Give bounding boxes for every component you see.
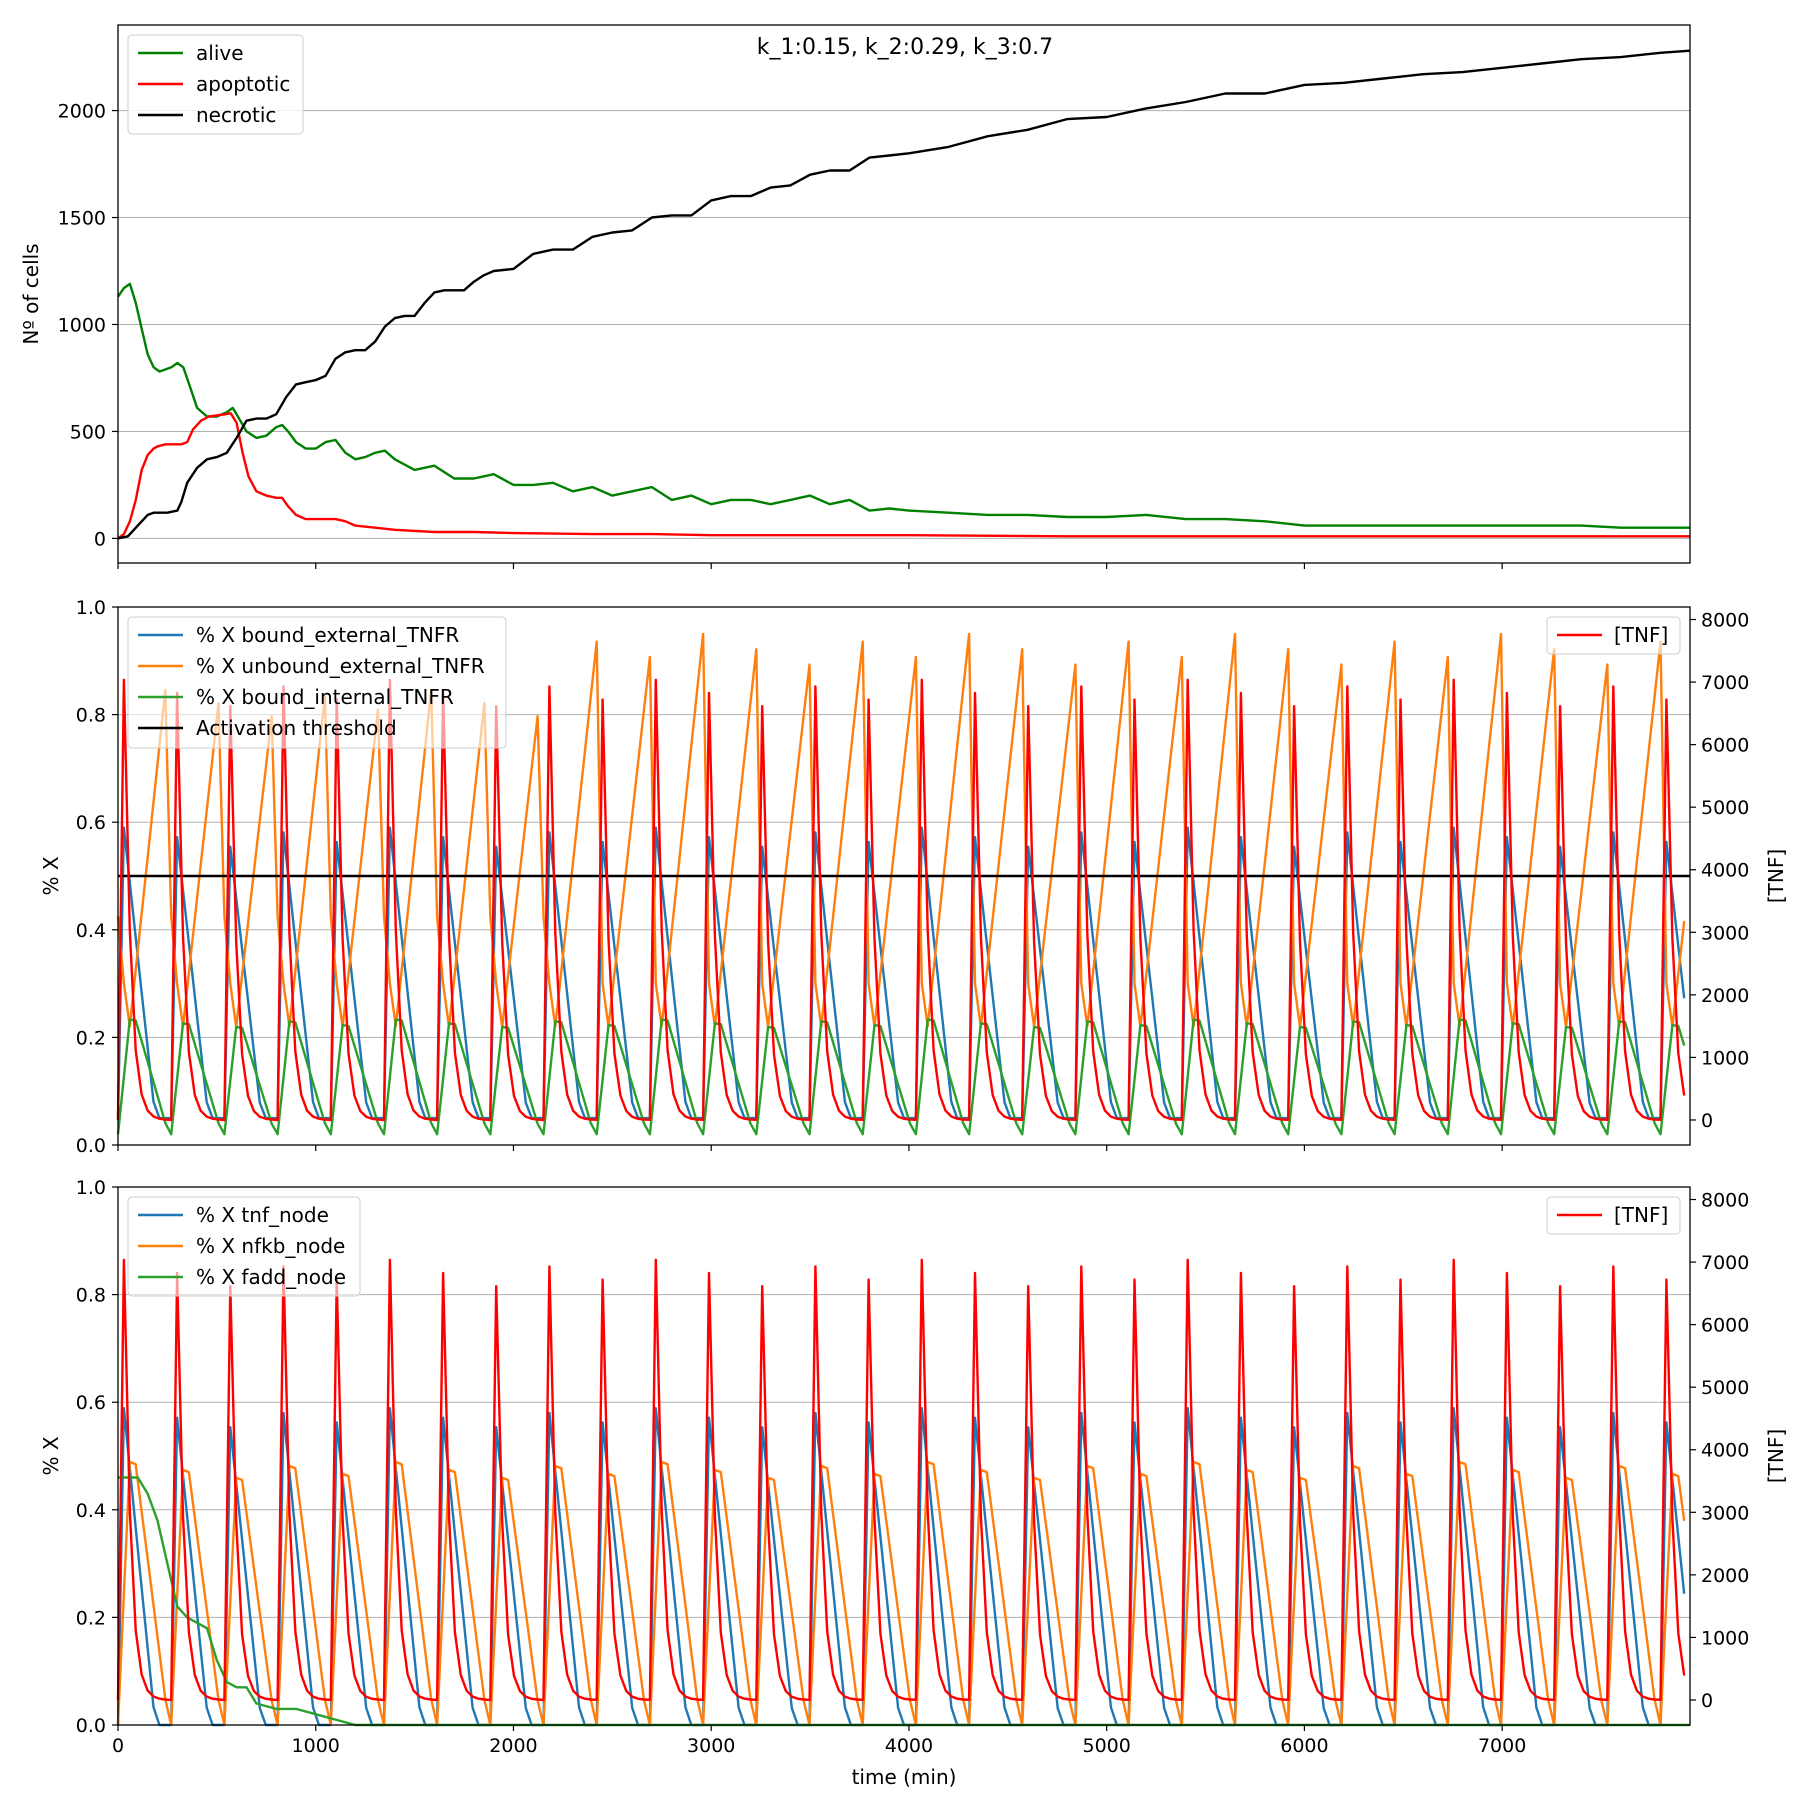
- y2-tick-label: 8000: [1701, 1190, 1749, 1212]
- series-right-line-0: [116, 1258, 1686, 1702]
- x-tick-label: 5000: [1082, 1735, 1130, 1757]
- y-tick-label: 1500: [58, 208, 106, 230]
- legend-label-tnf-node: % X tnf_node: [196, 1203, 329, 1227]
- panel-receptors: 0.0 0.2 0.4 0.6 0.8 1.0 0 1000 2000 3000 4000 5000…: [39, 597, 1788, 1157]
- legend-label-nfkb-node: % X nfkb_node: [196, 1234, 345, 1258]
- y-axis-label-cells: Nº of cells: [19, 243, 43, 344]
- y-tick-label: 0.4: [76, 920, 106, 942]
- series-line-2: [116, 1018, 1686, 1136]
- legend-label-fadd-node: % X fadd_node: [196, 1265, 346, 1289]
- y2-axis-label-receptors: [TNF]: [1764, 849, 1788, 903]
- y-axis-label-receptors: % X: [39, 856, 63, 895]
- y2-tick-label: 2000: [1701, 1565, 1749, 1587]
- panel-nodes-frame: [117, 1186, 1691, 1726]
- panel-receptors-frame: [117, 606, 1691, 1146]
- y2-tick-label: 7000: [1701, 1252, 1749, 1274]
- panel-cells: 0 500 1000 1500 2000 k_1:0.15, k_2:0.29, k_3…: [19, 24, 1691, 569]
- series-line-0: [116, 826, 1686, 1120]
- legend-label-apoptotic: apoptotic: [196, 72, 290, 96]
- legend-nodes: % X tnf_node % X nfkb_node % X fadd_node: [127, 1196, 361, 1297]
- y-tick-label: 0: [94, 528, 106, 550]
- panel-cells-frame: [117, 24, 1691, 564]
- series-line-2: [118, 1476, 1690, 1727]
- x-tick-label: 2000: [489, 1735, 537, 1757]
- y2-tick-label: 1000: [1701, 1627, 1749, 1649]
- y-tick-label: 0.8: [76, 705, 106, 727]
- y2-tick-label: 3000: [1701, 922, 1749, 944]
- legend-receptors: % X bound_external_TNFR % X unbound_exte…: [127, 616, 507, 749]
- legend-label-necrotic: necrotic: [196, 103, 276, 127]
- y-tick-label: 0.2: [76, 1027, 106, 1049]
- series-line-1: [116, 1460, 1686, 1727]
- x-tick-label: 1000: [292, 1735, 340, 1757]
- chart-title: k_1:0.15, k_2:0.29, k_3:0.7: [757, 35, 1053, 60]
- legend-tnf-receptors: [TNF]: [1546, 616, 1681, 655]
- y-tick-label: 0.8: [76, 1285, 106, 1307]
- y2-tick-label: 5000: [1701, 797, 1749, 819]
- y2-axis-label-nodes: [TNF]: [1764, 1429, 1788, 1483]
- y-tick-label: 0.0: [76, 1715, 106, 1737]
- y2-tick-label: 1000: [1701, 1047, 1749, 1069]
- y2-tick-label: 3000: [1701, 1502, 1749, 1524]
- y2-tick-label: 6000: [1701, 1315, 1749, 1337]
- legend-label-activation-threshold: Activation threshold: [196, 716, 397, 740]
- legend-tnf-nodes: [TNF]: [1546, 1196, 1681, 1235]
- y-tick-label: 0.6: [76, 812, 106, 834]
- x-tick-label: 3000: [687, 1735, 735, 1757]
- y2-tick-label: 6000: [1701, 735, 1749, 757]
- y2-tick-label: 7000: [1701, 672, 1749, 694]
- x-tick-label: 4000: [885, 1735, 933, 1757]
- legend-label-bound-internal: % X bound_internal_TNFR: [196, 685, 454, 709]
- series-line-2: [117, 49, 1691, 540]
- panel-nodes: 0.0 0.2 0.4 0.6 0.8 1.0 0 1000 2000 3000 4000 5000…: [39, 1177, 1788, 1789]
- series-line-0: [117, 282, 1690, 529]
- y-tick-label: 0.0: [76, 1135, 106, 1157]
- x-tick-label: 6000: [1280, 1735, 1328, 1757]
- y2-tick-label: 5000: [1701, 1377, 1749, 1399]
- y-tick-label: 500: [70, 421, 106, 443]
- y-axis-label-nodes: % X: [39, 1436, 63, 1475]
- x-axis-label: time (min): [852, 1765, 957, 1789]
- y2-tick-label: 4000: [1701, 1440, 1749, 1462]
- y-tick-label: 1.0: [76, 1177, 106, 1199]
- y2-tick-label: 4000: [1701, 860, 1749, 882]
- legend-label-alive: alive: [196, 41, 244, 65]
- y-tick-label: 1000: [58, 314, 106, 336]
- legend-label-bound-external: % X bound_external_TNFR: [196, 623, 459, 647]
- y2-tick-label: 8000: [1701, 610, 1749, 632]
- y-tick-label: 0.4: [76, 1500, 106, 1522]
- y-tick-label: 2000: [58, 101, 106, 123]
- x-tick-label: 0: [112, 1735, 124, 1757]
- legend-label-tnf: [TNF]: [1614, 623, 1668, 647]
- x-tick-label: 7000: [1478, 1735, 1526, 1757]
- series-right-line-0: [116, 678, 1686, 1122]
- legend-cells: alive apoptotic necrotic: [127, 34, 304, 135]
- y2-tick-label: 0: [1701, 1690, 1713, 1712]
- y2-tick-label: 0: [1701, 1110, 1713, 1132]
- y2-tick-label: 2000: [1701, 985, 1749, 1007]
- y-tick-label: 1.0: [76, 597, 106, 619]
- series-line-1: [117, 412, 1690, 540]
- y-tick-label: 0.6: [76, 1392, 106, 1414]
- y-tick-label: 0.2: [76, 1607, 106, 1629]
- legend-label-unbound-external: % X unbound_external_TNFR: [196, 654, 485, 678]
- legend-label-tnf-bottom: [TNF]: [1614, 1203, 1668, 1227]
